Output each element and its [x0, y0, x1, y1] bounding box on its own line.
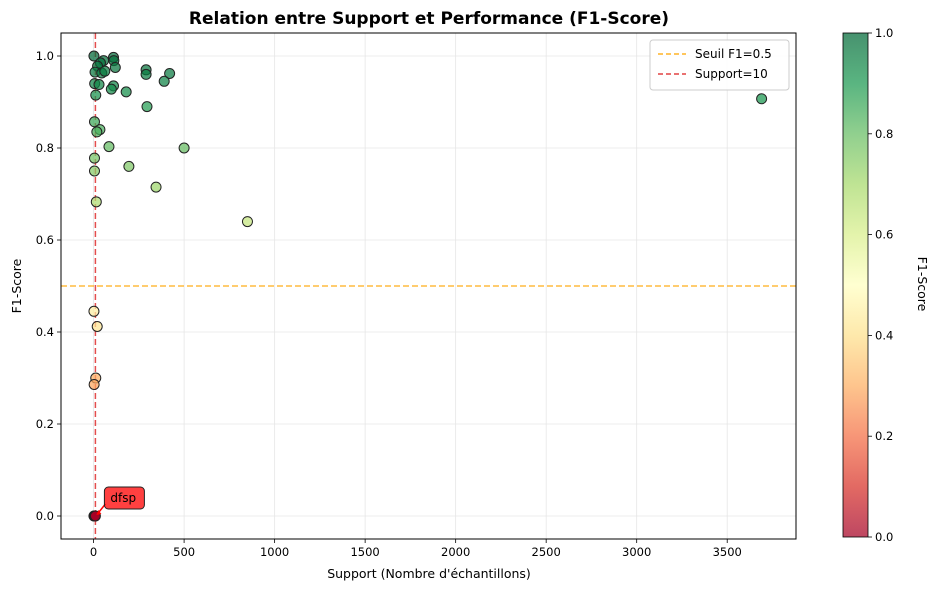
y-tick-label: 1.0 — [36, 49, 54, 63]
legend: Seuil F1=0.5 Support=10 — [649, 39, 790, 91]
data-point — [91, 320, 103, 332]
data-point — [150, 181, 162, 193]
data-point — [88, 152, 100, 164]
colorbar-label: F1-Score — [915, 257, 930, 312]
colorbar-tick-label: 0.2 — [875, 429, 893, 443]
colorbar-tick-label: 0.8 — [875, 127, 893, 141]
x-tick-label: 3500 — [713, 545, 742, 559]
annotation-box — [103, 486, 145, 510]
annotation-arrowhead — [96, 510, 102, 515]
data-point — [120, 86, 132, 98]
y-tick-label: 0.4 — [36, 325, 54, 339]
plot-frame — [60, 32, 797, 540]
x-tick-label: 2500 — [532, 545, 561, 559]
data-point — [123, 160, 135, 172]
y-axis-label: F1-Score — [9, 258, 24, 313]
x-tick-label: 2000 — [441, 545, 470, 559]
x-axis-label: Support (Nombre d'échantillons) — [327, 566, 531, 581]
data-point — [103, 141, 115, 153]
legend-label: Support=10 — [695, 67, 768, 81]
data-point — [99, 65, 111, 77]
reference-lines — [61, 33, 796, 539]
data-point — [88, 305, 100, 317]
colorbar: 0.0 0.2 0.4 0.6 0.8 1.0 F1-Score — [842, 26, 930, 544]
data-point — [88, 378, 100, 390]
y-axis: 0.0 0.2 0.4 0.6 0.8 1.0 — [36, 49, 61, 523]
data-point — [756, 93, 768, 105]
y-tick-label: 0.6 — [36, 233, 54, 247]
legend-box — [649, 39, 790, 91]
legend-label: Seuil F1=0.5 — [695, 47, 772, 61]
data-point — [109, 62, 121, 73]
colorbar-tick-label: 0.0 — [875, 530, 893, 544]
data-point — [141, 101, 153, 113]
data-point — [158, 75, 170, 87]
annotation-label: dfsp — [110, 491, 136, 505]
colorbar-tick-label: 0.4 — [875, 328, 893, 342]
y-tick-label: 0.0 — [36, 509, 54, 523]
annotation: dfsp — [96, 486, 145, 515]
data-point — [88, 50, 100, 62]
data-point — [105, 83, 117, 95]
x-tick-label: 500 — [173, 545, 195, 559]
data-point — [90, 196, 102, 208]
data-point — [178, 142, 190, 154]
data-point — [93, 79, 105, 91]
colorbar-gradient — [842, 32, 869, 538]
data-point — [241, 216, 253, 228]
x-tick-label: 1500 — [350, 545, 379, 559]
x-tick-label: 3000 — [622, 545, 651, 559]
data-point — [91, 126, 103, 138]
x-tick-label: 1000 — [260, 545, 289, 559]
y-tick-label: 0.8 — [36, 141, 54, 155]
data-point — [88, 116, 100, 128]
colorbar-tick-label: 1.0 — [875, 26, 893, 40]
x-axis: 0 500 1000 1500 2000 2500 3000 3500 — [90, 539, 742, 559]
y-tick-label: 0.2 — [36, 417, 54, 431]
data-point — [140, 68, 152, 80]
data-points — [88, 50, 768, 522]
data-point — [88, 165, 100, 177]
x-tick-label: 0 — [90, 545, 97, 559]
colorbar-tick-label: 0.6 — [875, 228, 893, 242]
data-point — [164, 67, 176, 79]
chart-title: Relation entre Support et Performance (F… — [189, 9, 669, 29]
data-point — [90, 89, 102, 101]
